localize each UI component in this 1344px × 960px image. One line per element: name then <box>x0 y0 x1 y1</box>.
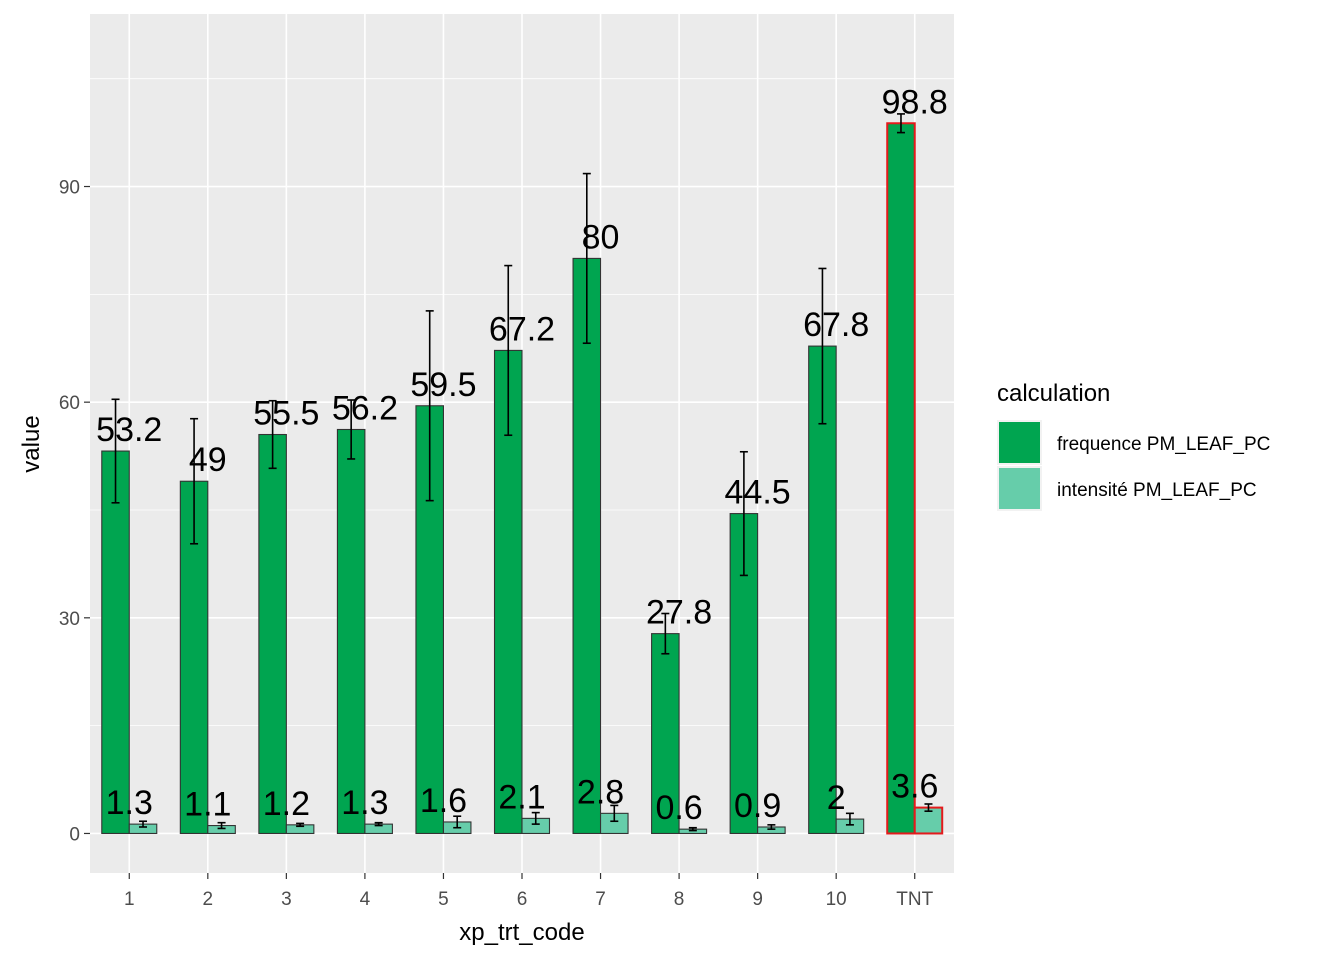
error-bar <box>347 399 356 460</box>
error-bar <box>896 113 905 134</box>
y-tick-label: 90 <box>59 178 80 199</box>
x-tick-label: 6 <box>517 889 528 910</box>
data-label-intensite: 2.1 <box>498 778 545 816</box>
error-bar <box>582 172 591 345</box>
data-label-frequence: 56.2 <box>332 389 398 427</box>
data-label-intensite: 2.8 <box>577 773 624 811</box>
data-label-intensite: 0.9 <box>734 787 781 825</box>
data-label-frequence: 67.2 <box>489 310 555 348</box>
legend-label-intensite: intensité PM_LEAF_PC <box>1057 480 1257 501</box>
error-bar <box>688 826 697 832</box>
data-label-intensite: 1.3 <box>341 784 388 822</box>
bar-frequence <box>258 433 287 835</box>
error-bar <box>531 811 540 825</box>
data-label-frequence: 44.5 <box>725 474 791 512</box>
data-label-frequence: 55.5 <box>253 395 319 433</box>
bar-frequence <box>101 450 130 835</box>
error-bar <box>139 820 148 828</box>
error-bar <box>818 267 827 425</box>
legend: calculation frequence PM_LEAF_PC intensi… <box>997 380 1270 511</box>
y-axis: 0 30 60 90 <box>59 178 90 845</box>
legend-title: calculation <box>997 380 1110 407</box>
x-tick-label: 8 <box>674 889 685 910</box>
x-tick-label: 10 <box>826 889 847 910</box>
error-bar <box>610 804 619 823</box>
y-tick-label: 30 <box>59 609 80 630</box>
x-tick-label: 1 <box>124 889 135 910</box>
y-tick-label: 0 <box>69 824 80 845</box>
error-bar <box>268 399 277 470</box>
error-bar <box>661 612 670 655</box>
bar-frequence <box>886 122 916 835</box>
legend-key-frequence <box>999 422 1040 463</box>
bar-frequence <box>336 428 366 835</box>
data-labels-layer: 53.2 49 55.5 56.2 59.5 67.2 80 27.8 44.5 67.8 98.8… <box>96 83 948 827</box>
error-bar <box>217 821 226 830</box>
error-bars-layer <box>111 113 933 832</box>
data-label-frequence: 59.5 <box>410 366 476 404</box>
data-label-frequence: 49 <box>189 441 227 479</box>
data-label-frequence: 27.8 <box>646 594 712 632</box>
x-tick-label: TNT <box>896 889 933 910</box>
data-label-frequence: 53.2 <box>96 411 162 449</box>
y-axis-title: value <box>18 415 45 472</box>
data-label-intensite: 1.2 <box>263 785 310 823</box>
x-tick-label: 3 <box>281 889 292 910</box>
data-label-intensite: 3.6 <box>891 768 938 806</box>
x-axis: 1 2 3 4 5 6 7 8 9 10 TNT <box>124 873 934 910</box>
error-bar <box>296 822 305 828</box>
error-bar <box>374 821 383 827</box>
x-tick-label: 4 <box>360 889 371 910</box>
error-bar <box>924 803 933 812</box>
data-label-frequence: 67.8 <box>803 306 869 344</box>
data-label-frequence: 98.8 <box>882 83 948 121</box>
data-label-frequence: 80 <box>582 218 620 256</box>
error-bar <box>111 398 120 504</box>
y-tick-label: 60 <box>59 393 80 414</box>
data-label-intensite: 1.3 <box>106 784 153 822</box>
x-tick-label: 2 <box>203 889 214 910</box>
error-bar <box>190 417 199 545</box>
data-label-intensite: 0.6 <box>655 789 702 827</box>
legend-key-intensite <box>999 468 1040 509</box>
x-tick-label: 7 <box>595 889 606 910</box>
data-label-intensite: 1.1 <box>184 786 231 824</box>
x-tick-label: 9 <box>752 889 763 910</box>
x-axis-title: xp_trt_code <box>459 919 584 946</box>
legend-label-frequence: frequence PM_LEAF_PC <box>1057 434 1270 455</box>
x-tick-label: 5 <box>438 889 449 910</box>
error-bar <box>453 815 462 829</box>
error-bar <box>845 812 854 826</box>
error-bar <box>425 310 434 502</box>
bar-frequence <box>729 513 759 835</box>
data-label-intensite: 1.6 <box>420 782 467 820</box>
error-bar <box>739 450 748 577</box>
bar-frequence <box>572 257 602 835</box>
error-bar <box>767 824 776 830</box>
data-label-intensite: 2 <box>827 779 846 817</box>
error-bar <box>504 264 513 437</box>
